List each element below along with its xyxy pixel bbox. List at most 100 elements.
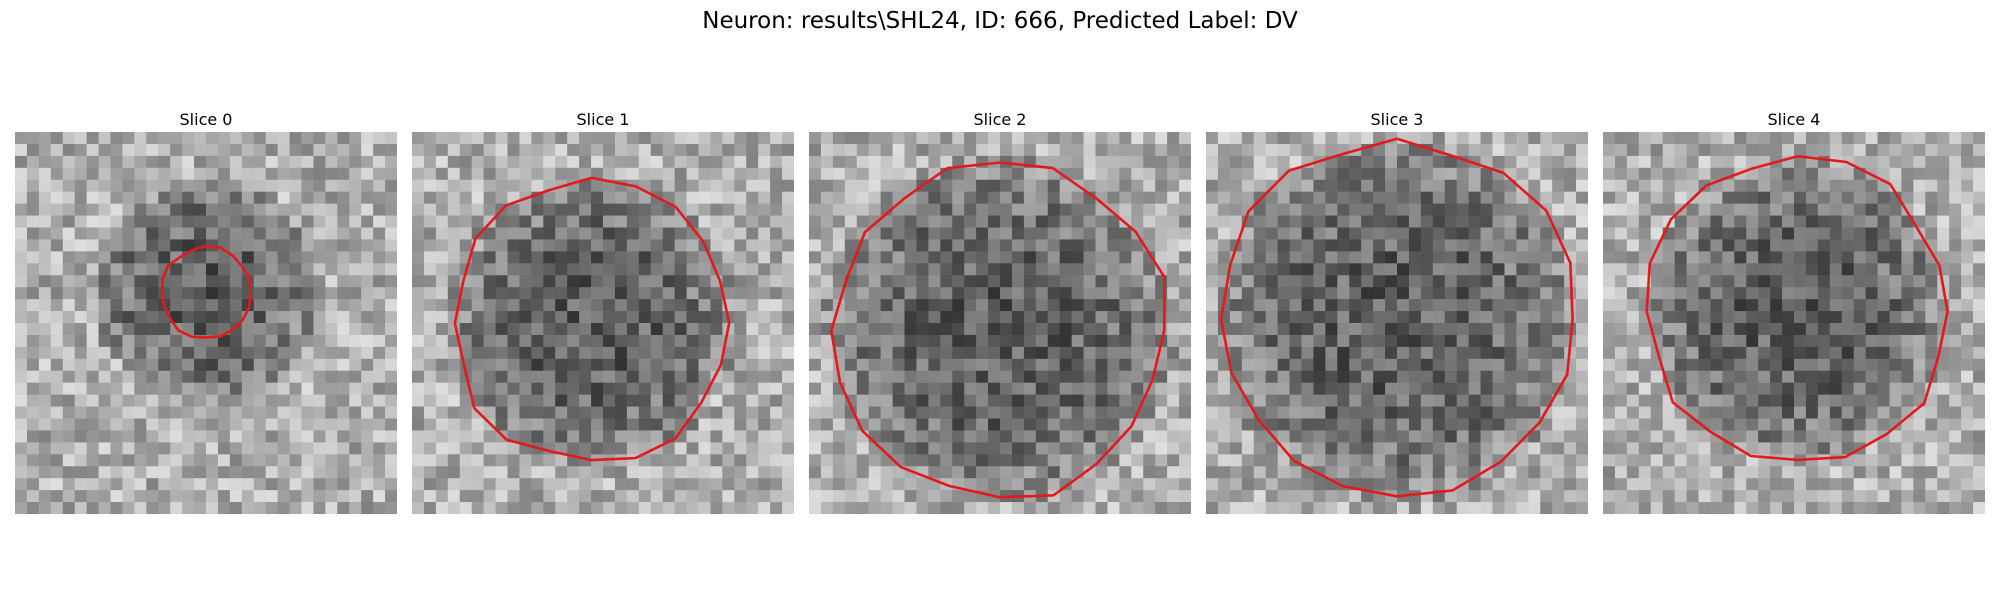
pixel (1361, 454, 1374, 467)
pixel (1206, 478, 1219, 491)
pixel (1552, 167, 1565, 181)
pixel (1770, 430, 1783, 443)
pixel (217, 203, 231, 217)
pixel (158, 215, 171, 228)
pixel (1540, 299, 1553, 312)
pixel (820, 358, 834, 372)
pixel (277, 239, 291, 252)
pixel (349, 215, 362, 228)
pixel (1420, 478, 1434, 491)
pixel (170, 382, 183, 396)
pixel (734, 203, 747, 217)
pixel (423, 287, 437, 300)
pixel (1241, 191, 1255, 205)
pixel (1829, 155, 1843, 169)
pixel (412, 155, 425, 169)
pixel (1576, 382, 1588, 396)
pixel (1734, 334, 1747, 348)
pixel (1889, 275, 1902, 288)
pixel (698, 155, 711, 169)
pixel (301, 311, 314, 324)
pixel (349, 132, 362, 145)
pixel (86, 227, 100, 240)
pixel (229, 370, 243, 384)
pixel (495, 167, 508, 181)
pixel (940, 502, 953, 514)
pixel (782, 311, 794, 324)
pixel (1674, 215, 1688, 228)
pixel (1301, 382, 1314, 396)
pixel (373, 346, 386, 360)
pixel (868, 406, 882, 419)
pixel (50, 299, 64, 312)
pixel (603, 191, 616, 205)
pixel (1516, 394, 1529, 408)
pixel (638, 382, 652, 396)
pixel (1865, 382, 1879, 396)
pixel (734, 478, 747, 491)
pixel (241, 370, 255, 384)
pixel (746, 346, 759, 360)
pixel (722, 155, 735, 169)
pixel (495, 287, 508, 300)
pixel (471, 490, 485, 503)
pixel (591, 191, 604, 205)
pixel (1686, 311, 1699, 324)
pixel (1817, 143, 1831, 157)
pixel (1325, 227, 1338, 240)
pixel (289, 275, 302, 288)
pixel (1492, 203, 1505, 217)
pixel (734, 346, 747, 360)
pixel (1722, 263, 1735, 276)
pixel (734, 239, 747, 252)
pixel (916, 215, 929, 228)
pixel (1710, 203, 1723, 217)
pixel (495, 490, 508, 503)
pixel (1468, 323, 1482, 336)
pixel (964, 478, 977, 491)
pixel (385, 287, 397, 300)
pixel (62, 227, 76, 240)
pixel (1949, 346, 1962, 360)
pixel (74, 227, 88, 240)
pixel (217, 358, 231, 372)
pixel (555, 478, 568, 491)
pixel (844, 478, 858, 491)
pixel (26, 394, 40, 408)
pixel (928, 299, 941, 312)
pixel (1480, 239, 1493, 252)
pixel (844, 358, 858, 372)
pixel (662, 227, 676, 240)
pixel (1734, 311, 1747, 324)
pixel (50, 358, 64, 372)
pixel (809, 215, 822, 228)
pixel (722, 191, 735, 205)
pixel (26, 466, 40, 479)
pixel (1179, 490, 1191, 503)
pixel (361, 466, 374, 479)
pixel (809, 299, 822, 312)
slice-title-1: Slice 1 (576, 110, 630, 129)
pixel (38, 227, 52, 240)
pixel (337, 215, 350, 228)
pixel (1626, 275, 1640, 288)
pixel (868, 275, 882, 288)
pixel (325, 191, 338, 205)
pixel (301, 167, 314, 181)
pixel (591, 132, 604, 145)
pixel (1217, 394, 1231, 408)
pixel (1397, 311, 1410, 324)
pixel (1397, 299, 1410, 312)
pixel (856, 132, 870, 145)
pixel (710, 143, 723, 157)
pixel (1373, 454, 1386, 467)
pixel (1361, 502, 1374, 514)
pixel (241, 406, 255, 419)
pixel (782, 466, 794, 479)
pixel (928, 227, 941, 240)
pixel (1698, 132, 1711, 145)
pixel (758, 203, 771, 217)
pixel (1179, 132, 1191, 145)
pixel (1167, 454, 1180, 467)
pixel (459, 143, 473, 157)
